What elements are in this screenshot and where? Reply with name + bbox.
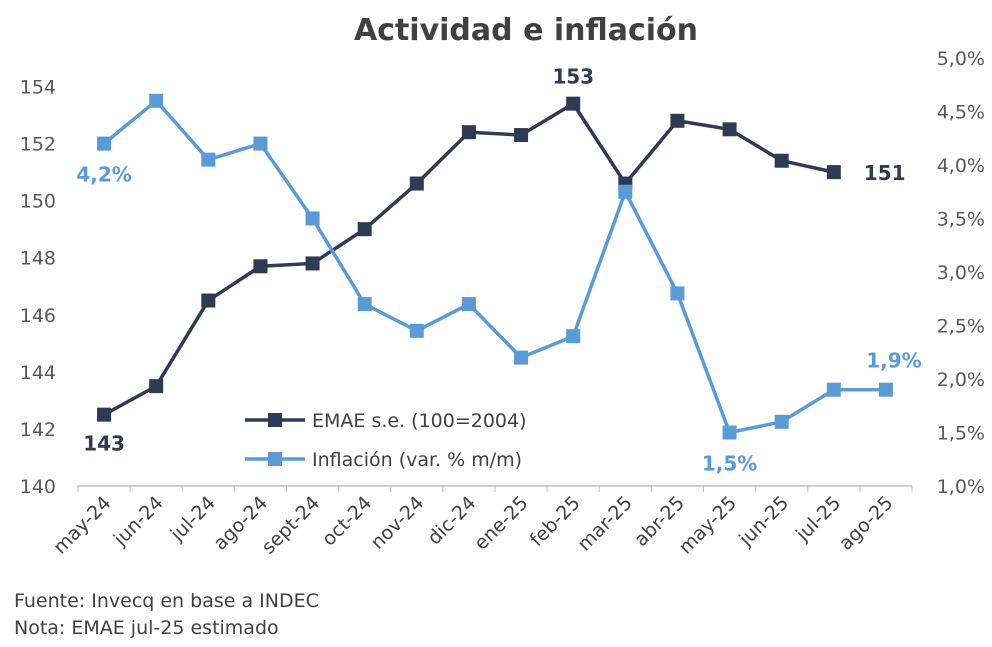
chart-axes: 140 142 144 146 148 150 152 154 1,0% 1,5% 2,0% 2,5%… (20, 48, 985, 559)
data-point-emae (722, 122, 737, 137)
data-point-emae (461, 125, 476, 140)
chart-series (97, 93, 893, 440)
data-label: 1,9% (866, 349, 921, 373)
x-tick-label: jun-24 (109, 492, 168, 551)
data-point-emae (670, 113, 685, 128)
data-point-emae (201, 293, 216, 308)
data-point-inflacion (618, 184, 633, 199)
data-point-inflacion (305, 211, 320, 226)
y-left-tick-label: 142 (20, 419, 56, 441)
y-right-tick-label: 2,0% (937, 369, 985, 391)
series-line-emae (103, 101, 835, 417)
data-point-inflacion (149, 93, 164, 108)
data-point-inflacion (253, 136, 268, 151)
data-point-inflacion (201, 152, 216, 167)
y-left-tick-label: 140 (20, 476, 56, 498)
y-right-tick-label: 2,5% (937, 316, 985, 338)
source-note: Fuente: Invecq en base a INDEC (14, 590, 319, 612)
data-point-inflacion (461, 297, 476, 312)
x-tick-label: mar-25 (573, 492, 636, 555)
x-tick-label: jun-25 (734, 492, 793, 551)
data-label: 1,5% (702, 452, 757, 476)
estimate-note: Nota: EMAE jul-25 estimado (14, 617, 279, 639)
y-left-tick-label: 146 (20, 305, 56, 327)
y-left-tick-label: 150 (20, 191, 56, 213)
data-point-inflacion (409, 323, 424, 338)
data-label: 143 (83, 432, 125, 456)
data-point-emae (357, 222, 372, 237)
data-point-inflacion (826, 382, 841, 397)
x-tick-label: may-24 (49, 492, 116, 559)
y-left-tick-label: 154 (20, 77, 56, 99)
y-left-tick-label: 144 (20, 362, 56, 384)
legend-label: Inflación (var. % m/m) (312, 449, 522, 471)
data-point-emae (514, 128, 529, 143)
data-point-emae (253, 259, 268, 274)
data-point-inflacion (566, 329, 581, 344)
data-point-inflacion (670, 286, 685, 301)
y-right-tick-label: 1,5% (937, 423, 985, 445)
x-tick-label: ago-25 (835, 492, 898, 555)
data-point-emae (774, 153, 789, 168)
data-point-emae (826, 165, 841, 180)
data-point-inflacion (97, 136, 112, 151)
data-point-emae (566, 96, 581, 111)
data-point-emae (149, 379, 164, 394)
data-label: 151 (864, 161, 906, 185)
data-point-emae (305, 256, 320, 271)
data-point-inflacion (514, 350, 529, 365)
chart-title: Actividad e inflación (354, 13, 698, 48)
data-label: 4,2% (76, 163, 131, 187)
chart-legend: EMAE s.e. (100=2004) Inflación (var. % m/… (245, 410, 527, 471)
data-point-inflacion (878, 382, 893, 397)
y-right-tick-label: 3,0% (937, 262, 985, 284)
chart: Actividad e inflación 140 142 144 146 148 150… (20, 13, 985, 559)
data-point-inflacion (722, 425, 737, 440)
legend-marker (268, 413, 282, 427)
data-point-emae (409, 176, 424, 191)
legend-label: EMAE s.e. (100=2004) (312, 410, 527, 432)
legend-marker (268, 452, 282, 466)
y-right-tick-label: 4,5% (937, 102, 985, 124)
y-right-tick-label: 4,0% (937, 155, 985, 177)
y-right-tick-label: 1,0% (937, 476, 985, 498)
x-tick-label: oct-24 (318, 492, 376, 550)
y-right-tick-label: 3,5% (937, 209, 985, 231)
x-tick-label: nov-24 (367, 492, 429, 554)
series-line-inflacion (102, 99, 886, 435)
y-left-tick-label: 148 (20, 248, 56, 270)
data-point-inflacion (774, 414, 789, 429)
data-label: 153 (552, 65, 594, 89)
data-point-emae (97, 407, 112, 422)
data-point-inflacion (357, 297, 372, 312)
x-tick-label: sept-24 (258, 492, 325, 559)
chart-data-labels: 143 153 151 4,2% 1,5% 1,9% (76, 65, 921, 476)
x-tick-label: may-25 (675, 492, 742, 559)
x-tick-label: ene-25 (470, 492, 533, 555)
y-right-tick-label: 5,0% (937, 48, 985, 70)
y-left-tick-label: 152 (20, 134, 56, 156)
